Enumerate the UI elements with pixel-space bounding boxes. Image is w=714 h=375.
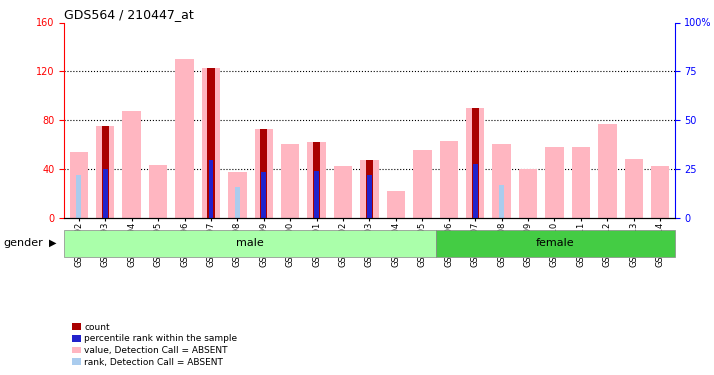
Bar bbox=[254, 129, 273, 217]
Bar bbox=[313, 142, 321, 218]
Bar bbox=[367, 175, 372, 217]
Bar bbox=[260, 129, 268, 217]
Bar bbox=[361, 160, 378, 218]
Bar bbox=[208, 160, 213, 218]
Bar bbox=[208, 160, 213, 218]
Bar bbox=[314, 171, 319, 217]
Bar bbox=[436, 230, 675, 257]
Bar bbox=[499, 184, 504, 218]
Bar bbox=[334, 166, 352, 218]
Bar bbox=[473, 164, 478, 218]
Bar bbox=[175, 59, 193, 217]
Bar bbox=[69, 152, 88, 217]
Bar bbox=[545, 147, 564, 218]
Bar bbox=[228, 172, 246, 217]
Bar bbox=[207, 68, 215, 218]
Legend: count, percentile rank within the sample, value, Detection Call = ABSENT, rank, : count, percentile rank within the sample… bbox=[69, 319, 241, 370]
Bar bbox=[122, 111, 141, 218]
Text: GDS564 / 210447_at: GDS564 / 210447_at bbox=[64, 8, 194, 21]
Bar bbox=[281, 144, 299, 218]
Bar bbox=[466, 108, 485, 218]
Bar bbox=[651, 166, 670, 218]
Bar bbox=[235, 187, 240, 218]
Bar bbox=[76, 175, 81, 217]
Bar bbox=[366, 160, 373, 218]
Bar bbox=[387, 190, 405, 217]
Bar bbox=[413, 150, 431, 217]
Bar bbox=[598, 124, 617, 218]
Text: ▶: ▶ bbox=[49, 238, 56, 248]
Bar bbox=[101, 126, 109, 218]
Bar bbox=[64, 230, 436, 257]
Bar bbox=[149, 165, 167, 218]
Bar bbox=[103, 169, 108, 217]
Bar bbox=[96, 126, 114, 218]
Bar bbox=[493, 144, 511, 218]
Text: female: female bbox=[536, 238, 575, 248]
Bar bbox=[201, 68, 220, 218]
Bar bbox=[519, 169, 538, 217]
Bar bbox=[261, 172, 266, 217]
Bar bbox=[625, 159, 643, 218]
Text: gender: gender bbox=[4, 238, 44, 248]
Bar bbox=[471, 108, 479, 218]
Bar bbox=[572, 147, 590, 218]
Text: male: male bbox=[236, 238, 263, 248]
Bar bbox=[308, 142, 326, 218]
Bar bbox=[440, 141, 458, 218]
